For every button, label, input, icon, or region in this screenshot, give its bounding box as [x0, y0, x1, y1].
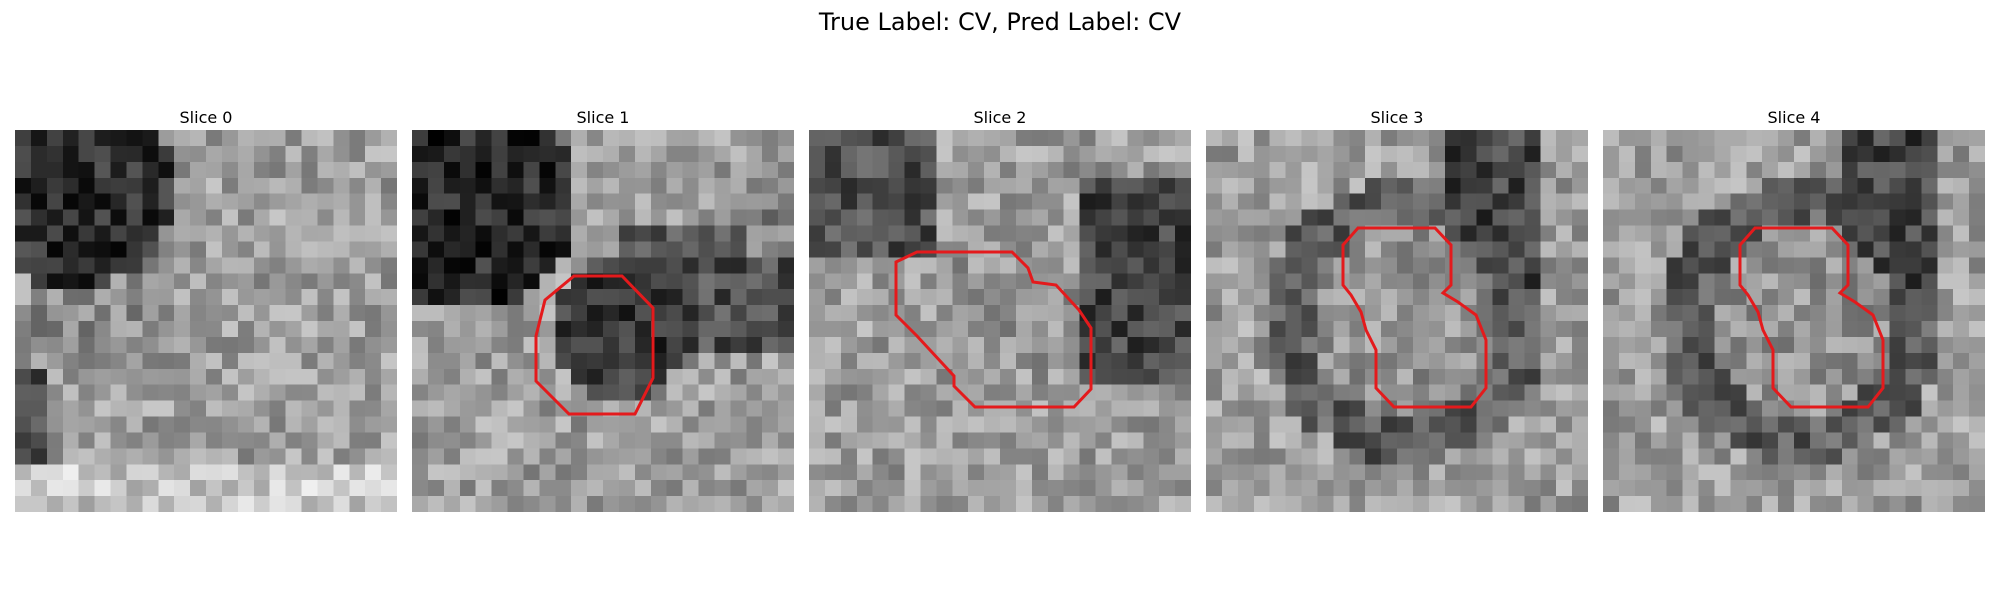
slice-title: Slice 2	[973, 108, 1027, 127]
slice-panel-3: Slice 3	[1206, 108, 1588, 512]
slice-title: Slice 0	[179, 108, 233, 127]
figure-title: True Label: CV, Pred Label: CV	[818, 8, 1182, 36]
slice-panel-2: Slice 2	[809, 108, 1191, 512]
segmentation-outline-1	[534, 274, 655, 416]
slice-image-2	[809, 130, 1191, 512]
segmentation-outline-4	[1738, 226, 1885, 409]
segmentation-outline-3	[1341, 226, 1488, 409]
slice-image-0	[15, 130, 397, 512]
slice-title: Slice 4	[1767, 108, 1821, 127]
roi-contour	[1341, 226, 1488, 409]
roi-contour	[1738, 226, 1885, 409]
slice-panel-0: Slice 0	[15, 108, 397, 512]
slice-panel-1: Slice 1	[412, 108, 794, 512]
slice-image-3	[1206, 130, 1588, 512]
slice-panel-4: Slice 4	[1603, 108, 1985, 512]
slice-image-1	[412, 130, 794, 512]
slice-title: Slice 3	[1370, 108, 1424, 127]
roi-contour	[534, 274, 655, 416]
slice-title: Slice 1	[576, 108, 630, 127]
slice-image-4	[1603, 130, 1985, 512]
segmentation-outline-2	[894, 250, 1093, 409]
roi-contour	[894, 250, 1093, 409]
